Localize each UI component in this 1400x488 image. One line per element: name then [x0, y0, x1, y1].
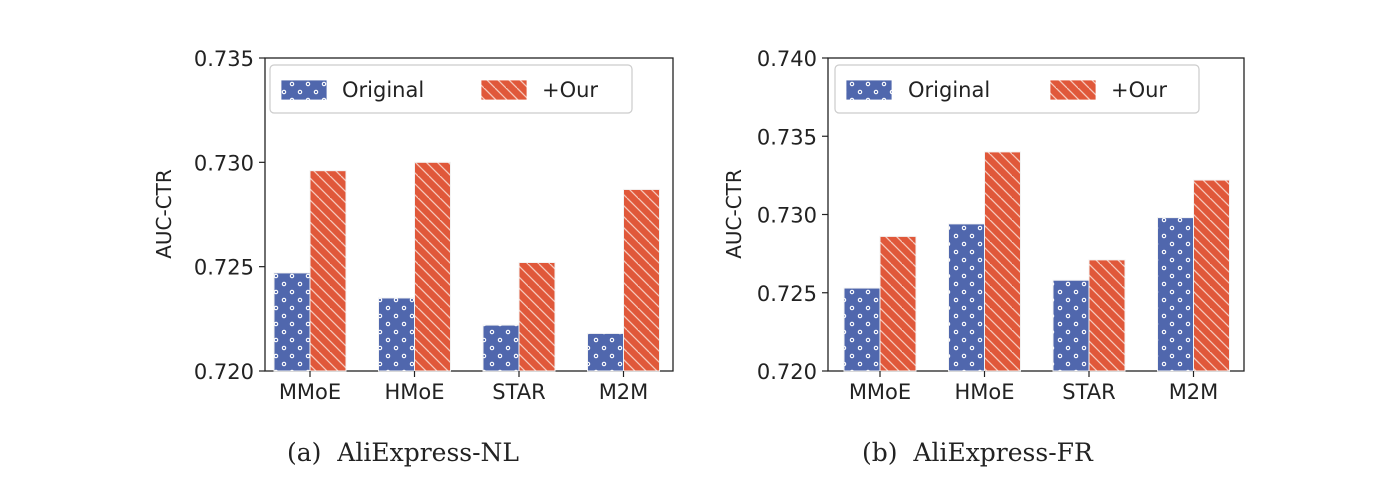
legend-label-original-a: Original [342, 78, 424, 102]
caption-b: (b) AliExpress-FR [862, 438, 1094, 467]
legend-label-ours-b: +Our [1111, 78, 1167, 102]
legend-frame-b [834, 64, 1200, 114]
y-tick-label-2-a: 0.730 [194, 151, 254, 175]
legend-swatch-ours-a [480, 79, 528, 101]
bar-ours-m2m-b [1193, 179, 1230, 372]
x-ticks-a: MMoE HMoE STAR M2M [279, 371, 648, 404]
y-axis-label-b: AUC-CTR [722, 169, 746, 259]
x-tick-label-m2m-a: M2M [599, 380, 649, 404]
y-tick-label-0-b: 0.720 [757, 360, 817, 384]
legend-label-ours-a: +Our [542, 78, 598, 102]
legend-b: Original +Our [834, 64, 1200, 114]
bar-original-m2m-b [1157, 217, 1194, 372]
y-tick-label-3-a: 0.735 [194, 47, 254, 71]
y-tick-label-1-a: 0.725 [194, 256, 254, 280]
caption-a: (a) AliExpress-NL [287, 438, 519, 467]
legend-swatch-ours-b [1049, 79, 1097, 101]
bar-ours-mmoe-a [309, 170, 347, 372]
legend-label-original-b: Original [908, 78, 990, 102]
bar-ours-star-b [1088, 259, 1126, 372]
x-tick-label-mmoe-b: MMoE [849, 380, 911, 404]
bar-original-mmoe-a [273, 272, 311, 372]
y-ticks-a: 0.720 0.725 0.730 0.735 [194, 47, 265, 384]
legend-swatch-original-b [845, 79, 893, 101]
bar-original-star-a [482, 324, 520, 372]
x-ticks-b: MMoE HMoE STAR M2M [849, 371, 1218, 404]
legend-a: Original +Our [269, 64, 633, 114]
legend-swatch-original-a [280, 79, 328, 101]
bar-ours-mmoe-b [879, 235, 917, 372]
y-tick-label-3-b: 0.735 [757, 125, 817, 149]
x-tick-label-m2m-b: M2M [1169, 380, 1219, 404]
chart-panel-a: 0.720 0.725 0.730 0.735 MMoE HMoE STAR M2M AUC… [152, 47, 674, 467]
bars-a [273, 161, 660, 372]
bar-original-mmoe-b [843, 287, 881, 372]
y-tick-label-1-b: 0.725 [757, 282, 817, 306]
bar-original-m2m-a [587, 332, 624, 372]
y-tick-label-0-a: 0.720 [194, 360, 254, 384]
bar-ours-hmoe-b [984, 151, 1021, 372]
x-tick-label-star-b: STAR [1062, 380, 1115, 404]
y-tick-label-2-b: 0.730 [757, 204, 817, 228]
x-tick-label-mmoe-a: MMoE [279, 380, 341, 404]
y-tick-label-4-b: 0.740 [757, 47, 817, 71]
bar-ours-star-a [518, 261, 556, 372]
chart-panel-b: 0.720 0.725 0.730 0.735 0.740 MMoE HMoE STAR M2… [722, 47, 1245, 467]
bar-original-star-b [1052, 279, 1090, 372]
bar-original-hmoe-b [948, 223, 985, 372]
y-axis-label-a: AUC-CTR [152, 169, 176, 259]
bar-original-hmoe-a [378, 297, 415, 372]
y-ticks-b: 0.720 0.725 0.730 0.735 0.740 [757, 47, 828, 384]
bars-b [843, 151, 1230, 372]
bar-ours-m2m-a [623, 188, 660, 372]
bar-ours-hmoe-a [414, 161, 451, 372]
x-tick-label-star-a: STAR [492, 380, 545, 404]
x-tick-label-hmoe-b: HMoE [954, 380, 1014, 404]
legend-frame-a [269, 64, 633, 114]
x-tick-label-hmoe-a: HMoE [384, 380, 444, 404]
